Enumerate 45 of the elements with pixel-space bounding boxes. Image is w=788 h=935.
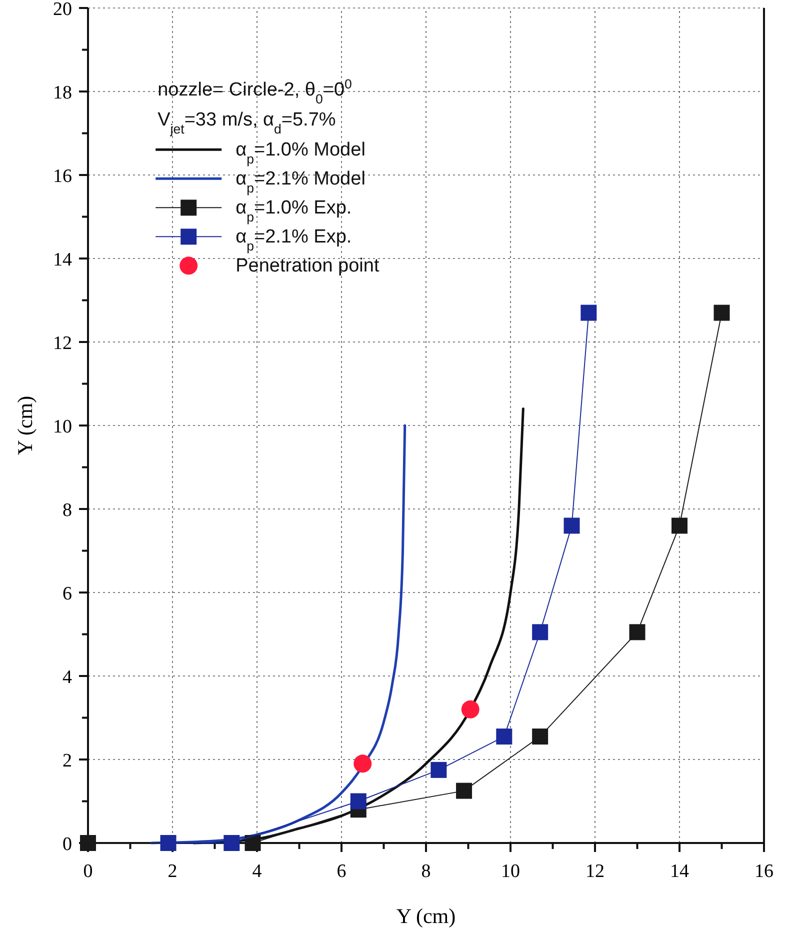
point [224, 835, 240, 851]
y-tick-label: 12 [53, 333, 72, 354]
point [580, 304, 597, 321]
y-tick-label: 20 [53, 0, 72, 20]
point [629, 624, 646, 640]
annotation: V$_{jet}$=33 m/s, α$_{d}$=5.7% [158, 110, 336, 136]
y-tick-label: 14 [53, 250, 72, 270]
legend-label: Penetration point [236, 256, 380, 277]
point [461, 700, 480, 718]
x-tick-label: 6 [336, 861, 346, 882]
point [350, 793, 366, 810]
legend-label: α$_{p}$=1.0% Model [236, 140, 366, 166]
x-tick-label: 16 [754, 861, 774, 882]
y-tick-label: 2 [62, 750, 72, 772]
point [714, 304, 730, 321]
point [430, 762, 447, 778]
x-tick-label: 0 [83, 861, 93, 882]
legend-label: α$_{p}$=2.1% Exp. [236, 226, 352, 254]
point [244, 835, 261, 851]
x-tick-label: 8 [421, 861, 431, 882]
point [354, 754, 372, 773]
y-tick-label: 6 [62, 584, 72, 604]
x-tick-label: 2 [168, 861, 178, 882]
y-tick-label: 16 [53, 166, 72, 187]
point [456, 782, 472, 799]
point [160, 835, 176, 851]
x-tick-label: 14 [670, 861, 690, 882]
legend-label: α$_{p}$=2.1% Model [236, 168, 366, 196]
point [564, 518, 580, 534]
x-tick-label: 10 [501, 861, 520, 882]
y-axis-title: Y (cm) [13, 396, 37, 456]
x-tick-label: 12 [586, 861, 604, 882]
point [532, 728, 548, 745]
y-tick-label: 0 [62, 834, 72, 855]
point [672, 518, 688, 534]
point [496, 728, 512, 745]
x-tick-label: 4 [252, 861, 262, 882]
annotation: nozzle= Circle-2, θ$_{0}$=0$^{0}$ [158, 76, 352, 106]
y-tick-label: 8 [62, 500, 72, 521]
legend-label: α$_{p}$=1.0% Exp. [236, 198, 352, 224]
y-tick-label: 10 [53, 416, 72, 438]
y-tick-label: 4 [62, 667, 72, 688]
point [532, 624, 548, 640]
y-tick-label: 18 [53, 82, 72, 104]
x-axis-title: Y (cm) [396, 904, 456, 928]
